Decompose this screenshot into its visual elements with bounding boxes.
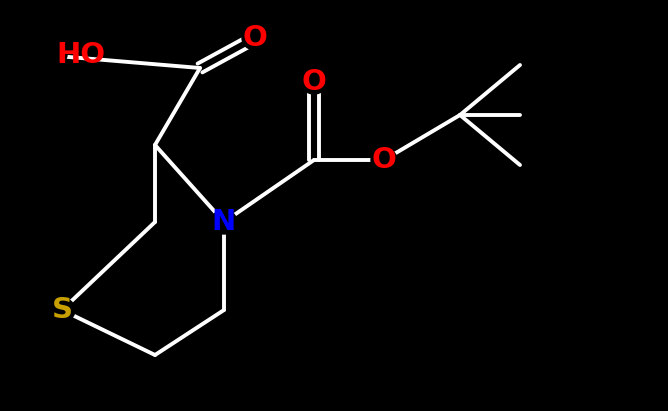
Ellipse shape bbox=[49, 298, 75, 322]
Ellipse shape bbox=[301, 70, 327, 94]
Ellipse shape bbox=[211, 210, 237, 234]
Ellipse shape bbox=[23, 43, 67, 67]
Ellipse shape bbox=[371, 148, 397, 172]
Text: S: S bbox=[51, 296, 73, 324]
Text: O: O bbox=[242, 24, 267, 52]
Text: N: N bbox=[212, 208, 236, 236]
Text: O: O bbox=[301, 68, 327, 96]
Text: HO: HO bbox=[56, 41, 105, 69]
Text: O: O bbox=[371, 146, 396, 174]
Ellipse shape bbox=[242, 26, 268, 50]
